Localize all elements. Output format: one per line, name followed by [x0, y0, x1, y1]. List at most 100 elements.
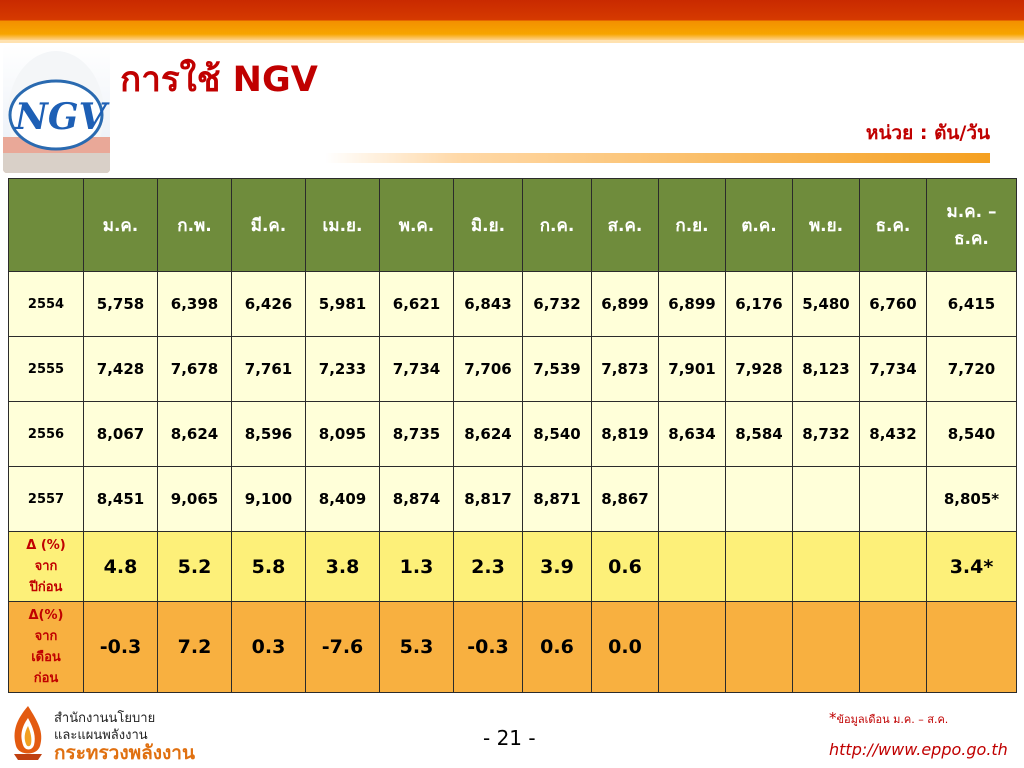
row-label-line: Δ(%) — [28, 608, 64, 623]
column-header: ก.ย. — [658, 178, 726, 272]
table-cell: 8,732 — [792, 401, 860, 467]
page-title: การใช้ NGV — [120, 60, 318, 100]
table-cell: 8,095 — [305, 401, 380, 467]
website-link[interactable]: http://www.eppo.go.th — [829, 740, 1008, 759]
table-cell: 8,634 — [658, 401, 726, 467]
table-cell: 8,867 — [591, 466, 659, 532]
table-cell: 8,874 — [379, 466, 454, 532]
pct-prev-month-row: Δ(%) จาก เดือน ก่อน -0.3 7.2 0.3 -7.6 5.3 -0.3 0.6… — [8, 601, 1017, 693]
column-header: ก.ค. — [522, 178, 592, 272]
header-corner-cell — [8, 178, 84, 272]
table-cell — [725, 466, 793, 532]
pct-cell: 2.3 — [453, 531, 523, 602]
table-cell: 7,928 — [725, 336, 793, 402]
pct-cell: 3.4* — [926, 531, 1017, 602]
table-cell: 8,624 — [157, 401, 232, 467]
table-cell: 8,805* — [926, 466, 1017, 532]
row-label: 2556 — [8, 401, 84, 467]
table-cell: 8,540 — [926, 401, 1017, 467]
column-header: ต.ค. — [725, 178, 793, 272]
top-banner-line — [0, 40, 1024, 43]
table-cell: 6,899 — [658, 271, 726, 337]
pct-cell — [792, 601, 860, 693]
row-label-line: จาก — [34, 629, 58, 644]
pct-cell — [792, 531, 860, 602]
pct-cell: 7.2 — [157, 601, 232, 693]
row-label-line: ปีก่อน — [29, 580, 63, 595]
table-cell: 8,067 — [83, 401, 158, 467]
table-cell: 6,426 — [231, 271, 306, 337]
table-cell: 7,428 — [83, 336, 158, 402]
pct-cell — [725, 531, 793, 602]
table-row: 2557 8,451 9,065 9,100 8,409 8,874 8,817 8,871 8… — [8, 466, 1017, 532]
table-cell: 6,176 — [725, 271, 793, 337]
row-label: 2557 — [8, 466, 84, 532]
pct-cell: -7.6 — [305, 601, 380, 693]
table-cell: 7,734 — [379, 336, 454, 402]
footnote-star: * — [829, 709, 837, 727]
table-cell: 6,398 — [157, 271, 232, 337]
table-cell: 7,734 — [859, 336, 927, 402]
table-cell: 8,123 — [792, 336, 860, 402]
ministry-name: กระทรวงพลังงาน — [54, 742, 195, 764]
org-name-line2: และแผนพลังงาน — [54, 728, 148, 743]
table-row: 2554 5,758 6,398 6,426 5,981 6,621 6,843 6,732 6… — [8, 271, 1017, 337]
table-cell: 9,100 — [231, 466, 306, 532]
table-cell: 8,584 — [725, 401, 793, 467]
table-cell: 8,871 — [522, 466, 592, 532]
pct-cell: 3.9 — [522, 531, 592, 602]
table-cell: 7,706 — [453, 336, 523, 402]
pct-cell — [926, 601, 1017, 693]
table-cell: 7,720 — [926, 336, 1017, 402]
row-label: 2554 — [8, 271, 84, 337]
table-cell: 8,819 — [591, 401, 659, 467]
table-cell: 8,596 — [231, 401, 306, 467]
pct-cell — [725, 601, 793, 693]
table-cell — [658, 466, 726, 532]
column-header: มิ.ย. — [453, 178, 523, 272]
title-divider — [325, 153, 990, 163]
table-cell: 6,621 — [379, 271, 454, 337]
table-cell: 5,480 — [792, 271, 860, 337]
table-cell: 7,761 — [231, 336, 306, 402]
table-row: 2555 7,428 7,678 7,761 7,233 7,734 7,706 7,539 7… — [8, 336, 1017, 402]
row-label: 2555 — [8, 336, 84, 402]
pct-cell — [859, 531, 927, 602]
pct-cell: 0.0 — [591, 601, 659, 693]
column-header: ก.พ. — [157, 178, 232, 272]
ngv-usage-table: ม.ค. ก.พ. มี.ค. เม.ย. พ.ค. มิ.ย. ก.ค. ส.ค. ก.ย. ต… — [8, 178, 1017, 693]
ngv-logo-text: NGV — [14, 96, 110, 138]
org-name-line1: สำนักงานนโยบาย — [54, 711, 156, 726]
column-header: พ.ค. — [379, 178, 454, 272]
table-cell: 6,415 — [926, 271, 1017, 337]
row-label-line: ก่อน — [33, 671, 59, 686]
pct-cell — [859, 601, 927, 693]
pct-cell: 4.8 — [83, 531, 158, 602]
row-label-line: จาก — [34, 559, 58, 574]
row-label: Δ(%) จากเดือนก่อน — [8, 601, 84, 693]
unit-label: หน่วย : ตัน/วัน — [865, 122, 990, 144]
pct-cell: 5.2 — [157, 531, 232, 602]
row-label-line: เดือน — [31, 650, 61, 665]
pct-cell: 1.3 — [379, 531, 454, 602]
table-cell — [859, 466, 927, 532]
column-header: ม.ค. — [83, 178, 158, 272]
table-cell: 8,409 — [305, 466, 380, 532]
table-cell: 8,735 — [379, 401, 454, 467]
table-cell — [792, 466, 860, 532]
pct-cell: 3.8 — [305, 531, 380, 602]
table-cell: 7,901 — [658, 336, 726, 402]
table-cell: 6,732 — [522, 271, 592, 337]
pct-cell — [658, 531, 726, 602]
column-header: มี.ค. — [231, 178, 306, 272]
table-cell: 5,758 — [83, 271, 158, 337]
row-label-line: Δ (%) — [26, 538, 66, 553]
row-label: Δ (%) จากปีก่อน — [8, 531, 84, 602]
eppo-flame-logo — [8, 702, 48, 762]
pct-cell: 0.6 — [591, 531, 659, 602]
table-cell: 7,873 — [591, 336, 659, 402]
table-row: 2556 8,067 8,624 8,596 8,095 8,735 8,624 8,540 8… — [8, 401, 1017, 467]
table-cell: 8,817 — [453, 466, 523, 532]
pct-cell: -0.3 — [83, 601, 158, 693]
table-cell: 5,981 — [305, 271, 380, 337]
